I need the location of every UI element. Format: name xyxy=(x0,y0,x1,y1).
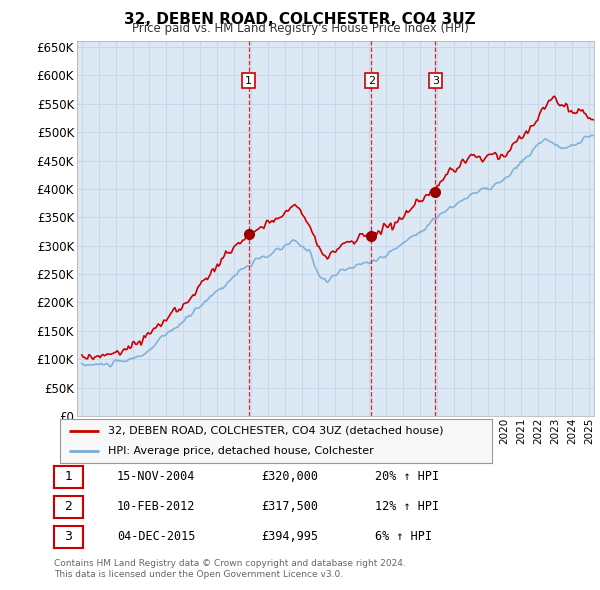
Text: 3: 3 xyxy=(64,530,73,543)
Text: 04-DEC-2015: 04-DEC-2015 xyxy=(117,530,196,543)
Text: 20% ↑ HPI: 20% ↑ HPI xyxy=(375,470,439,483)
Text: 2: 2 xyxy=(368,76,375,86)
Text: HPI: Average price, detached house, Colchester: HPI: Average price, detached house, Colc… xyxy=(107,446,373,456)
Text: Price paid vs. HM Land Registry's House Price Index (HPI): Price paid vs. HM Land Registry's House … xyxy=(131,22,469,35)
Text: 3: 3 xyxy=(432,76,439,86)
Text: 6% ↑ HPI: 6% ↑ HPI xyxy=(375,530,432,543)
Text: This data is licensed under the Open Government Licence v3.0.: This data is licensed under the Open Gov… xyxy=(54,570,343,579)
Text: £320,000: £320,000 xyxy=(261,470,318,483)
Text: £317,500: £317,500 xyxy=(261,500,318,513)
Text: £394,995: £394,995 xyxy=(261,530,318,543)
Text: Contains HM Land Registry data © Crown copyright and database right 2024.: Contains HM Land Registry data © Crown c… xyxy=(54,559,406,568)
Text: 1: 1 xyxy=(245,76,252,86)
Text: 15-NOV-2004: 15-NOV-2004 xyxy=(117,470,196,483)
Text: 32, DEBEN ROAD, COLCHESTER, CO4 3UZ: 32, DEBEN ROAD, COLCHESTER, CO4 3UZ xyxy=(124,12,476,27)
Text: 12% ↑ HPI: 12% ↑ HPI xyxy=(375,500,439,513)
Text: 32, DEBEN ROAD, COLCHESTER, CO4 3UZ (detached house): 32, DEBEN ROAD, COLCHESTER, CO4 3UZ (det… xyxy=(107,426,443,436)
Text: 10-FEB-2012: 10-FEB-2012 xyxy=(117,500,196,513)
Text: 2: 2 xyxy=(64,500,73,513)
Text: 1: 1 xyxy=(64,470,73,483)
